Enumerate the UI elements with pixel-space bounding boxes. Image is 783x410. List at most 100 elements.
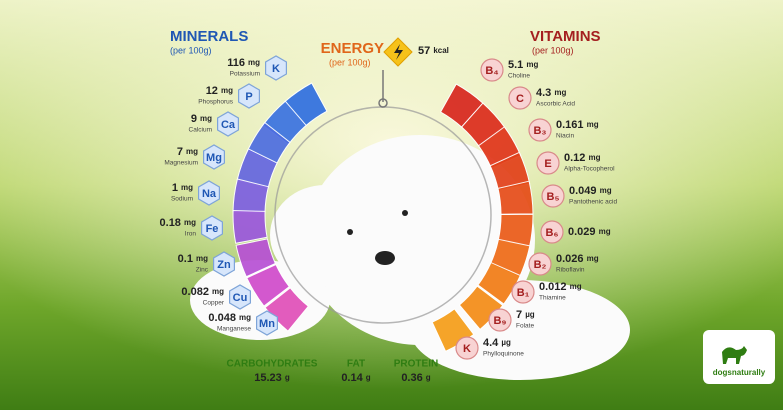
mineral-name: Zinc: [196, 267, 209, 274]
vitamin-icon: [540, 220, 564, 244]
amount: 116: [227, 57, 245, 69]
mineral-symbol: Na: [202, 188, 217, 200]
vitamin-symbol: B₉: [494, 315, 507, 327]
mineral-name: Potassium: [230, 71, 260, 78]
amount: 5.1: [508, 59, 523, 71]
vitamin-name: Alpha-Tocopherol: [564, 166, 615, 173]
mineral-amount: 7 mg: [177, 146, 198, 158]
radial-bar: [232, 178, 270, 213]
mineral-symbol: Cu: [233, 292, 248, 304]
mineral-name: Phosphorus: [198, 99, 233, 106]
vitamin-symbol: B₂: [534, 259, 547, 271]
radial-bar: [458, 285, 504, 331]
vitamin-amount: 0.161 mg: [556, 119, 599, 131]
mineral-icon: [238, 83, 260, 109]
unit: mg: [239, 313, 251, 322]
mineral-name: Manganese: [217, 326, 251, 333]
amount: 0.048: [208, 312, 236, 324]
amount: 0.36: [401, 372, 422, 384]
radial-bar: [264, 287, 310, 332]
dial-knob: [378, 98, 388, 108]
vitamin-symbol: B₄: [485, 65, 498, 77]
unit: mg: [599, 227, 611, 236]
vitamin-symbol: B₆: [546, 227, 559, 239]
energy-amount: 57 kcal: [418, 45, 449, 57]
mineral-amount: 116 mg: [227, 57, 260, 69]
amount: 9: [191, 113, 197, 125]
radial-bar: [283, 82, 328, 127]
mineral-icon: [229, 284, 251, 310]
vitamin-name: Pantothenic acid: [569, 199, 617, 206]
vitamin-name: Folate: [516, 323, 534, 330]
unit: mg: [600, 186, 612, 195]
mineral-amount: 0.082 mg: [181, 286, 224, 298]
radial-bar: [477, 261, 521, 305]
mineral-symbol: P: [245, 91, 252, 103]
amount: 0.12: [564, 152, 585, 164]
vitamin-icon: [488, 308, 512, 332]
mineral-symbol: Ca: [221, 119, 236, 131]
amount: 7: [177, 146, 183, 158]
vitamin-symbol: B₁: [517, 287, 530, 299]
mineral-icon: [265, 55, 287, 81]
unit: mg: [200, 114, 212, 123]
vitamin-icon: [536, 151, 560, 175]
mineral-amount: 1 mg: [172, 182, 193, 194]
mineral-icon: [198, 180, 220, 206]
vitamins-subtitle: (per 100g): [532, 45, 574, 55]
vitamin-amount: 0.12 mg: [564, 152, 601, 164]
mineral-icon: [201, 215, 223, 241]
unit: µg: [525, 310, 535, 319]
vitamin-amount: 0.026 mg: [556, 253, 599, 265]
amount: 15.23: [254, 372, 282, 384]
amount: 0.026: [556, 253, 584, 265]
vitamin-icon: [508, 86, 532, 110]
radial-bar: [246, 263, 291, 307]
macro-amount: 0.14 g: [341, 372, 370, 384]
mineral-icon: [213, 251, 235, 277]
vitamin-amount: 4.4 µg: [483, 337, 511, 349]
mineral-symbol: Mg: [206, 152, 222, 164]
vitamin-symbol: C: [516, 93, 524, 105]
unit: mg: [221, 86, 233, 95]
mineral-name: Sodium: [171, 196, 193, 203]
mineral-symbol: Mn: [259, 318, 275, 330]
vitamin-name: Choline: [508, 73, 530, 80]
macro-label: PROTEIN: [394, 359, 438, 370]
mineral-icon: [256, 310, 278, 336]
vitamin-name: Niacin: [556, 133, 574, 140]
bolt: [394, 44, 403, 60]
macro-amount: 0.36 g: [401, 372, 430, 384]
macro-amount: 15.23 g: [254, 372, 290, 384]
mineral-amount: 0.18 mg: [160, 217, 197, 229]
vitamin-icon: [528, 252, 552, 276]
radial-bar: [236, 148, 278, 188]
vitamin-symbol: B₃: [533, 125, 546, 137]
mineral-amount: 0.1 mg: [178, 253, 208, 265]
amount: 0.082: [181, 286, 209, 298]
vitamin-symbol: B₅: [547, 191, 560, 203]
amount: 0.18: [160, 217, 181, 229]
unit: mg: [587, 120, 599, 129]
amount: 4.3: [536, 87, 551, 99]
vitamin-icon: [455, 336, 479, 360]
amount: 7: [516, 309, 522, 321]
amount: 0.14: [341, 372, 363, 384]
amount: 12: [206, 85, 218, 97]
vitamin-name: Thiamine: [539, 295, 566, 302]
vitamin-amount: 0.012 mg: [539, 281, 582, 293]
unit: mg: [248, 58, 260, 67]
mineral-name: Magnesium: [164, 160, 198, 167]
minerals-subtitle: (per 100g): [170, 45, 212, 55]
logo-text: dogsnaturally: [713, 368, 766, 377]
vitamin-amount: 0.049 mg: [569, 185, 612, 197]
amount: 0.161: [556, 119, 584, 131]
vitamin-icon: [511, 280, 535, 304]
unit: g: [285, 373, 290, 382]
unit: mg: [570, 282, 582, 291]
unit: mg: [212, 287, 224, 296]
radial-bar: [232, 209, 268, 244]
unit: mg: [526, 60, 538, 69]
amount: 0.029: [568, 226, 596, 238]
